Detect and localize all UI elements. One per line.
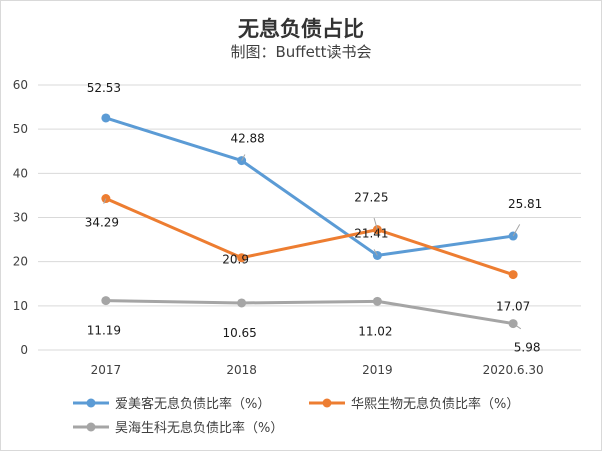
data-labels: 52.53 42.88 21.41 25.81 34.29 20.9 27.25 17.07 1… — [85, 81, 543, 355]
data-label: 11.02 — [358, 324, 392, 338]
data-label: 11.19 — [87, 324, 121, 338]
data-point — [101, 296, 111, 306]
legend-item: 爱美客无息负债比率（%） — [73, 396, 270, 412]
label-leader-line — [373, 249, 378, 256]
x-tick-label: 2018 — [226, 363, 257, 377]
label-leader-line — [103, 198, 107, 204]
legend-label: 昊海生科无息负债比率（%） — [115, 420, 283, 436]
legend-marker-icon — [322, 398, 332, 408]
data-point — [508, 319, 518, 329]
y-tick-label: 40 — [13, 166, 28, 180]
legend-item: 华熙生物无息负债比率（%） — [309, 396, 519, 412]
x-tick-label: 2020.6.30 — [483, 363, 544, 377]
legend-item: 昊海生科无息负债比率（%） — [73, 420, 283, 436]
legend-label: 华熙生物无息负债比率（%） — [351, 396, 519, 412]
data-label: 5.98 — [514, 341, 541, 355]
label-leader-line — [241, 154, 246, 161]
data-label: 25.81 — [508, 197, 542, 211]
series-lines — [101, 113, 518, 329]
y-tick-label: 50 — [13, 122, 28, 136]
chart-subtitle: 制图：Buffett读书会 — [230, 43, 372, 61]
data-label: 27.25 — [354, 191, 388, 205]
series-line-0 — [105, 116, 514, 257]
y-tick-label: 10 — [13, 299, 28, 313]
legend: 爱美客无息负债比率（%） 华熙生物无息负债比率（%） 昊海生科无息负债比率（%） — [73, 396, 519, 436]
chart-title: 无息负债占比 — [238, 17, 364, 41]
y-tick-label: 0 — [20, 343, 28, 357]
y-tick-label: 20 — [13, 255, 28, 269]
y-axis-ticks: 0 10 20 30 40 50 60 — [13, 78, 28, 357]
y-tick-label: 60 — [13, 78, 28, 92]
data-label: 17.07 — [496, 300, 530, 314]
data-point — [237, 298, 247, 308]
x-axis-ticks: 2017 2018 2019 2020.6.30 — [91, 363, 544, 377]
label-leader-line — [512, 323, 522, 330]
data-point — [372, 296, 382, 306]
label-leader-line — [512, 224, 521, 237]
series-line-1 — [105, 197, 514, 277]
x-tick-label: 2019 — [362, 363, 393, 377]
label-leader-line — [373, 217, 378, 230]
data-label: 21.41 — [354, 226, 388, 240]
x-tick-label: 2017 — [91, 363, 122, 377]
data-label: 42.88 — [230, 132, 264, 146]
series-line-2 — [105, 299, 514, 326]
data-point — [237, 253, 247, 263]
data-label: 20.9 — [222, 253, 249, 267]
legend-marker-icon — [86, 422, 96, 432]
data-label: 10.65 — [222, 326, 256, 340]
legend-label: 爱美客无息负债比率（%） — [115, 396, 270, 412]
data-point — [508, 270, 518, 280]
legend-marker-icon — [86, 398, 96, 408]
data-point — [101, 113, 111, 123]
gridlines — [38, 84, 581, 351]
data-label: 34.29 — [85, 216, 119, 230]
y-tick-label: 30 — [13, 211, 28, 225]
data-label: 52.53 — [87, 81, 121, 95]
